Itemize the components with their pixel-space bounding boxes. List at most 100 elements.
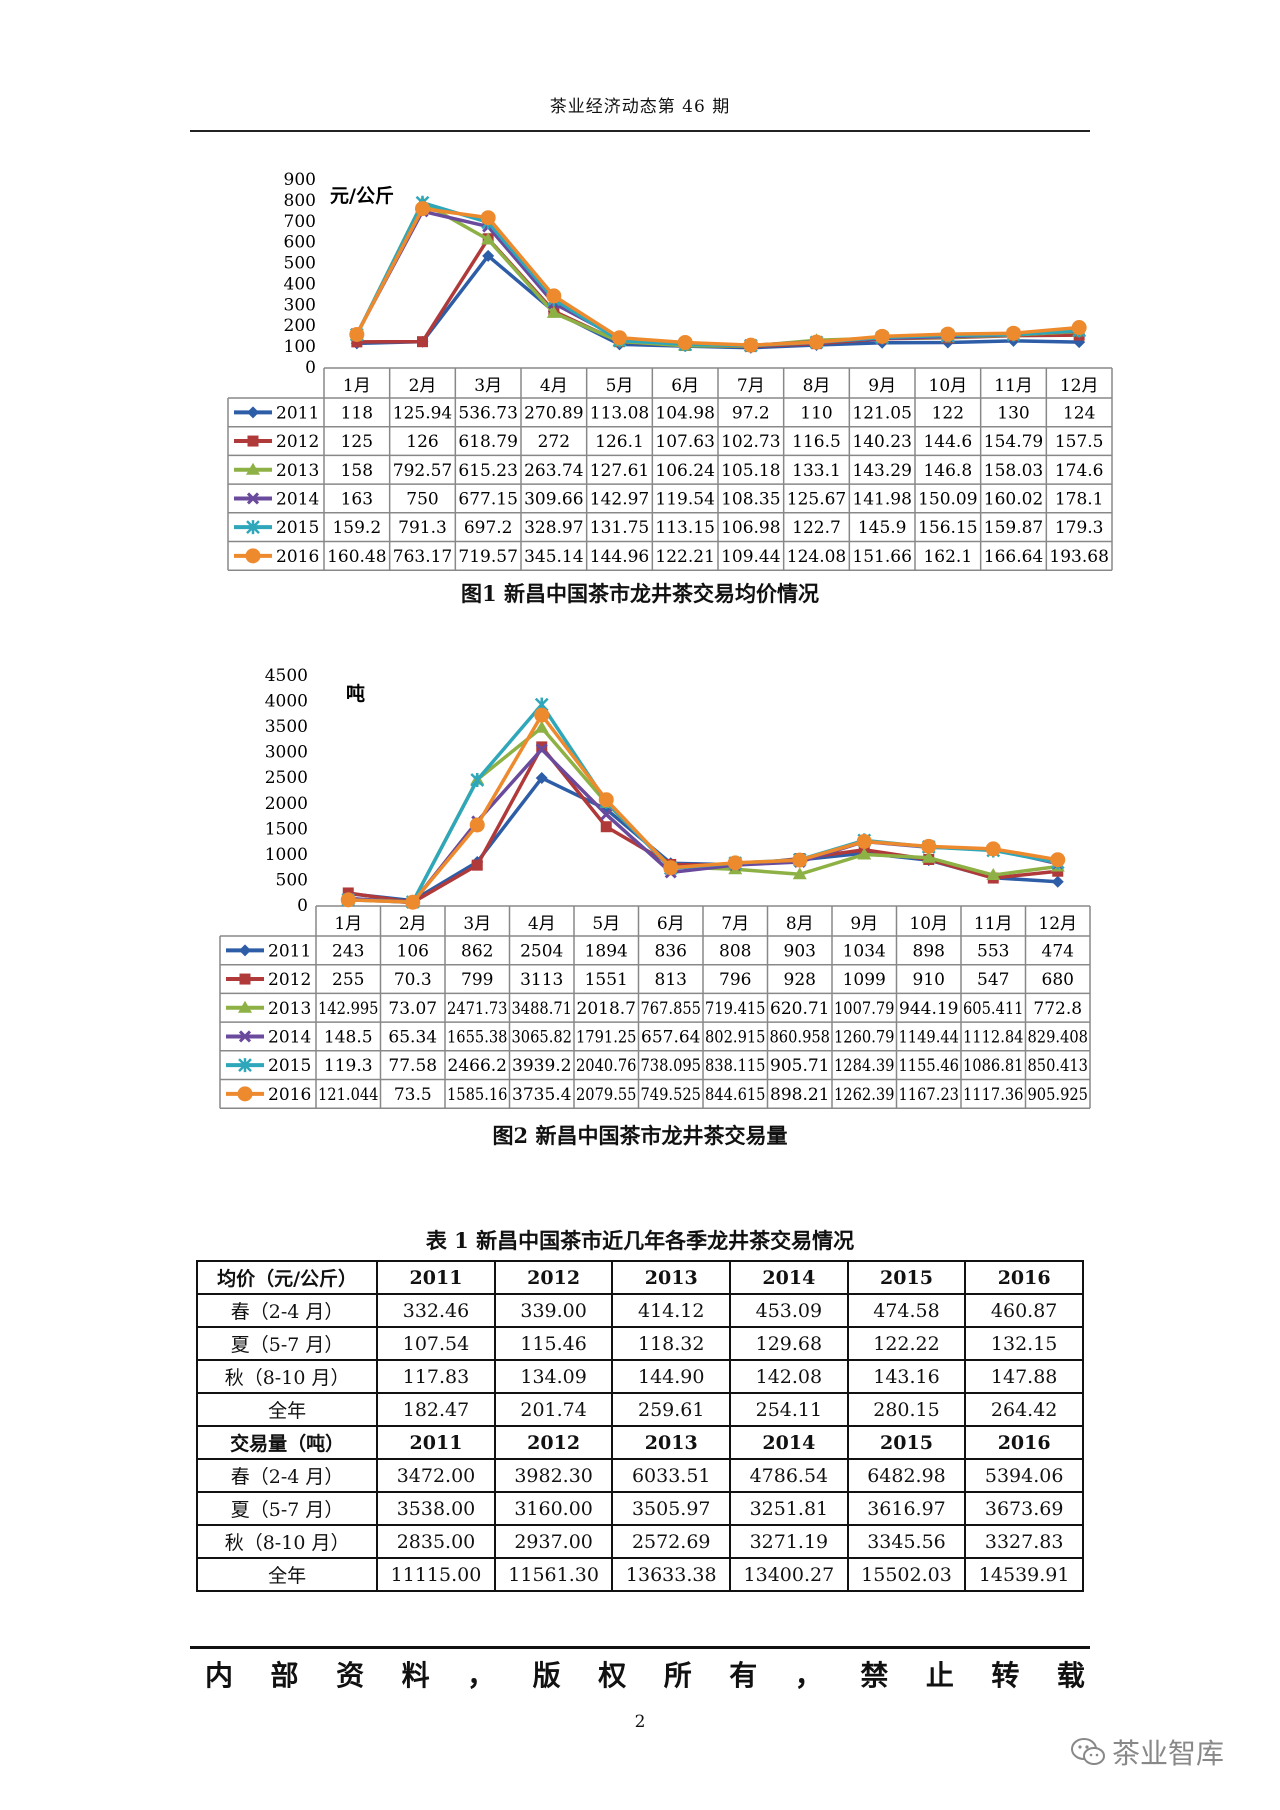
table-cell: 182.47	[376, 1392, 496, 1427]
table-cell: 332.46	[376, 1293, 496, 1328]
table-cell: 106.24	[655, 461, 714, 481]
table-cell: 107.63	[655, 432, 714, 452]
legend-marker	[238, 1000, 252, 1013]
series-lines	[340, 697, 1066, 910]
legend-label: 2014	[276, 489, 319, 509]
y-axis-unit: 吨	[346, 682, 365, 705]
table-cell: 158.03	[984, 461, 1043, 481]
table-cell: 160.48	[327, 547, 386, 567]
table-header-row: 交易量（吨） 2011 2012 2013 2014 2015 2016	[195, 1425, 1084, 1460]
table-cell: 850.413	[1028, 1056, 1089, 1076]
y-tick-label: 3000	[265, 743, 308, 763]
table-cell: 121.05	[852, 403, 911, 423]
data-point-2013	[534, 720, 549, 733]
data-point-2016	[677, 334, 693, 350]
legend-label: 2013	[276, 461, 319, 481]
legend-label: 2015	[268, 1056, 311, 1076]
legend-marker	[247, 406, 259, 419]
table-cell: 813	[655, 970, 687, 990]
footer-char: ，	[794, 1659, 823, 1692]
table-cell: 122	[932, 403, 964, 423]
table-cell: 144.90	[611, 1359, 732, 1394]
data-point-2016	[856, 833, 872, 849]
legend-marker	[237, 1086, 253, 1102]
table-cell: 738.095	[641, 1056, 702, 1076]
table-cell: 1086.81	[963, 1056, 1024, 1076]
table-cell: 127.61	[590, 461, 649, 481]
table-cell: 750	[406, 489, 438, 509]
table-cell: 905.71	[770, 1056, 829, 1076]
x-tick-label: 5月	[606, 376, 634, 396]
table-cell: 全年	[195, 1557, 379, 1592]
table-cell: 146.8	[923, 461, 972, 481]
y-tick-label: 200	[284, 316, 316, 336]
table-cell: 159.87	[984, 518, 1043, 538]
table-cell: 6482.98	[846, 1458, 967, 1493]
y-tick-label: 400	[284, 274, 316, 294]
table-cell: 1655.38	[447, 1027, 508, 1047]
data-point-2016	[985, 841, 1001, 857]
legend-label: 2012	[268, 970, 311, 990]
y-tick-label: 2500	[265, 768, 308, 788]
y-tick-label: 4500	[265, 666, 308, 686]
x-tick-label: 2月	[399, 914, 427, 934]
table-cell: 1284.39	[834, 1056, 895, 1076]
table-cell: 110	[800, 403, 832, 423]
x-tick-label: 7月	[737, 376, 765, 396]
table-cell: 345.14	[524, 547, 583, 567]
data-point-2016	[874, 328, 890, 344]
table-cell: 159.2	[332, 518, 381, 538]
table-cell: 1034	[843, 941, 886, 961]
volume-chart: 0 500 1000 1500 2000 2500 3000 3500 4000 4500 吨 1月 2…	[219, 666, 1091, 1109]
table-cell: 791.3	[398, 518, 447, 538]
table-cell: 3616.97	[846, 1491, 967, 1526]
table-cell: 3488.71	[512, 999, 573, 1019]
table-cell: 1149.44	[899, 1027, 960, 1047]
y-tick-label: 0	[305, 358, 316, 378]
y-tick-label: 1000	[265, 845, 308, 865]
page-number: 2	[634, 1712, 646, 1732]
wechat-icon	[1071, 1738, 1105, 1765]
table-cell: 862	[461, 941, 493, 961]
data-point-2013	[857, 847, 872, 860]
data-point-2016	[743, 337, 759, 353]
table-header-cell: 2011	[376, 1260, 496, 1295]
table-cell: 2079.55	[576, 1085, 637, 1105]
footer-char: 禁	[860, 1659, 889, 1692]
table-cell: 339.00	[493, 1293, 614, 1328]
table-cell: 1007.79	[834, 999, 895, 1019]
y-tick-label: 4000	[265, 692, 308, 712]
table-cell: 116.5	[792, 432, 841, 452]
y-tick-label: 800	[284, 191, 316, 211]
legend-marker	[247, 435, 259, 447]
table-cell: 150.09	[918, 489, 977, 509]
table-cell: 697.2	[464, 518, 513, 538]
table-cell: 808	[719, 941, 751, 961]
x-tick-label: 4月	[528, 914, 556, 934]
watermark-text: 茶业智库	[1112, 1737, 1225, 1770]
table-cell: 3673.69	[964, 1491, 1084, 1526]
table-cell: 792.57	[393, 461, 452, 481]
x-tick-label: 9月	[868, 376, 896, 396]
table-header-cell: 均价（元/公斤）	[195, 1260, 379, 1295]
figure1-caption: 图1 新昌中国茶市龙井茶交易均价情况	[461, 581, 819, 606]
table-cell: 453.09	[729, 1293, 849, 1328]
table-cell: 767.855	[641, 999, 702, 1019]
table-cell: 143.29	[852, 461, 911, 481]
table-cell: 142.995	[318, 999, 379, 1019]
table-cell: 125	[341, 432, 373, 452]
table-cell: 174.6	[1055, 461, 1104, 481]
table-cell: 903	[784, 941, 816, 961]
table-row: 全年 11115.00 11561.30 13633.38 13400.27 15502.…	[195, 1557, 1084, 1592]
table-header-cell: 交易量（吨）	[195, 1425, 379, 1460]
data-point-2012	[417, 336, 428, 348]
table-cell: 6033.51	[611, 1458, 732, 1493]
table-cell: 3538.00	[376, 1491, 496, 1526]
data-point-2016	[1071, 320, 1087, 336]
table-header-cell: 2016	[964, 1260, 1084, 1295]
series-line-2011	[348, 775, 1058, 903]
data-point-2016	[469, 817, 485, 833]
table-cell: 2040.76	[576, 1056, 637, 1076]
table-cell: 255	[332, 970, 364, 990]
